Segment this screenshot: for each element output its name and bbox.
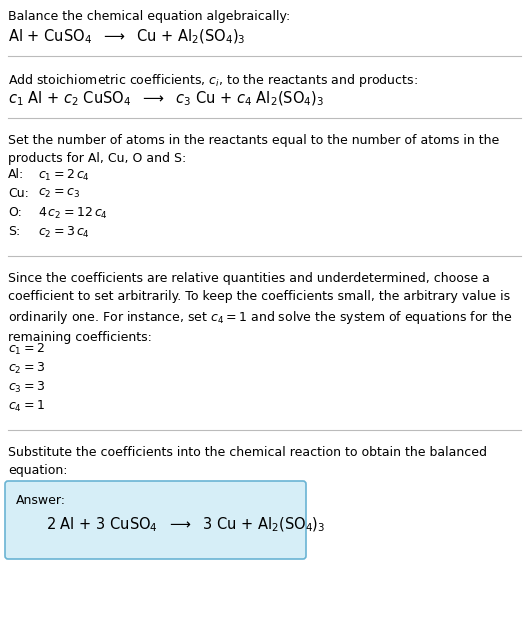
Text: Cu:: Cu: <box>8 187 29 200</box>
Text: $c_3 = 3$: $c_3 = 3$ <box>8 380 45 395</box>
Text: Al + CuSO$_4$  $\longrightarrow$  Cu + Al$_2$(SO$_4$)$_3$: Al + CuSO$_4$ $\longrightarrow$ Cu + Al$… <box>8 28 245 46</box>
Text: $c_1 = 2\,c_4$: $c_1 = 2\,c_4$ <box>38 168 90 183</box>
Text: $c_2 = c_3$: $c_2 = c_3$ <box>38 187 80 200</box>
Text: S:: S: <box>8 225 20 238</box>
Text: Balance the chemical equation algebraically:: Balance the chemical equation algebraica… <box>8 10 290 23</box>
Text: Add stoichiometric coefficients, $c_i$, to the reactants and products:: Add stoichiometric coefficients, $c_i$, … <box>8 72 418 89</box>
Text: $c_2 = 3$: $c_2 = 3$ <box>8 361 45 376</box>
Text: 2 Al + 3 CuSO$_4$  $\longrightarrow$  3 Cu + Al$_2$(SO$_4$)$_3$: 2 Al + 3 CuSO$_4$ $\longrightarrow$ 3 Cu… <box>46 516 325 534</box>
Text: $c_4 = 1$: $c_4 = 1$ <box>8 399 45 414</box>
FancyBboxPatch shape <box>5 481 306 559</box>
Text: Al:: Al: <box>8 168 24 181</box>
Text: Since the coefficients are relative quantities and underdetermined, choose a
coe: Since the coefficients are relative quan… <box>8 272 513 344</box>
Text: $4\,c_2 = 12\,c_4$: $4\,c_2 = 12\,c_4$ <box>38 206 108 221</box>
Text: Substitute the coefficients into the chemical reaction to obtain the balanced
eq: Substitute the coefficients into the che… <box>8 446 487 477</box>
Text: $c_1$ Al + $c_2$ CuSO$_4$  $\longrightarrow$  $c_3$ Cu + $c_4$ Al$_2$(SO$_4$)$_3: $c_1$ Al + $c_2$ CuSO$_4$ $\longrightarr… <box>8 90 324 108</box>
Text: Answer:: Answer: <box>16 494 66 507</box>
Text: Set the number of atoms in the reactants equal to the number of atoms in the
pro: Set the number of atoms in the reactants… <box>8 134 499 165</box>
Text: $c_2 = 3\,c_4$: $c_2 = 3\,c_4$ <box>38 225 90 240</box>
Text: O:: O: <box>8 206 22 219</box>
Text: $c_1 = 2$: $c_1 = 2$ <box>8 342 45 357</box>
